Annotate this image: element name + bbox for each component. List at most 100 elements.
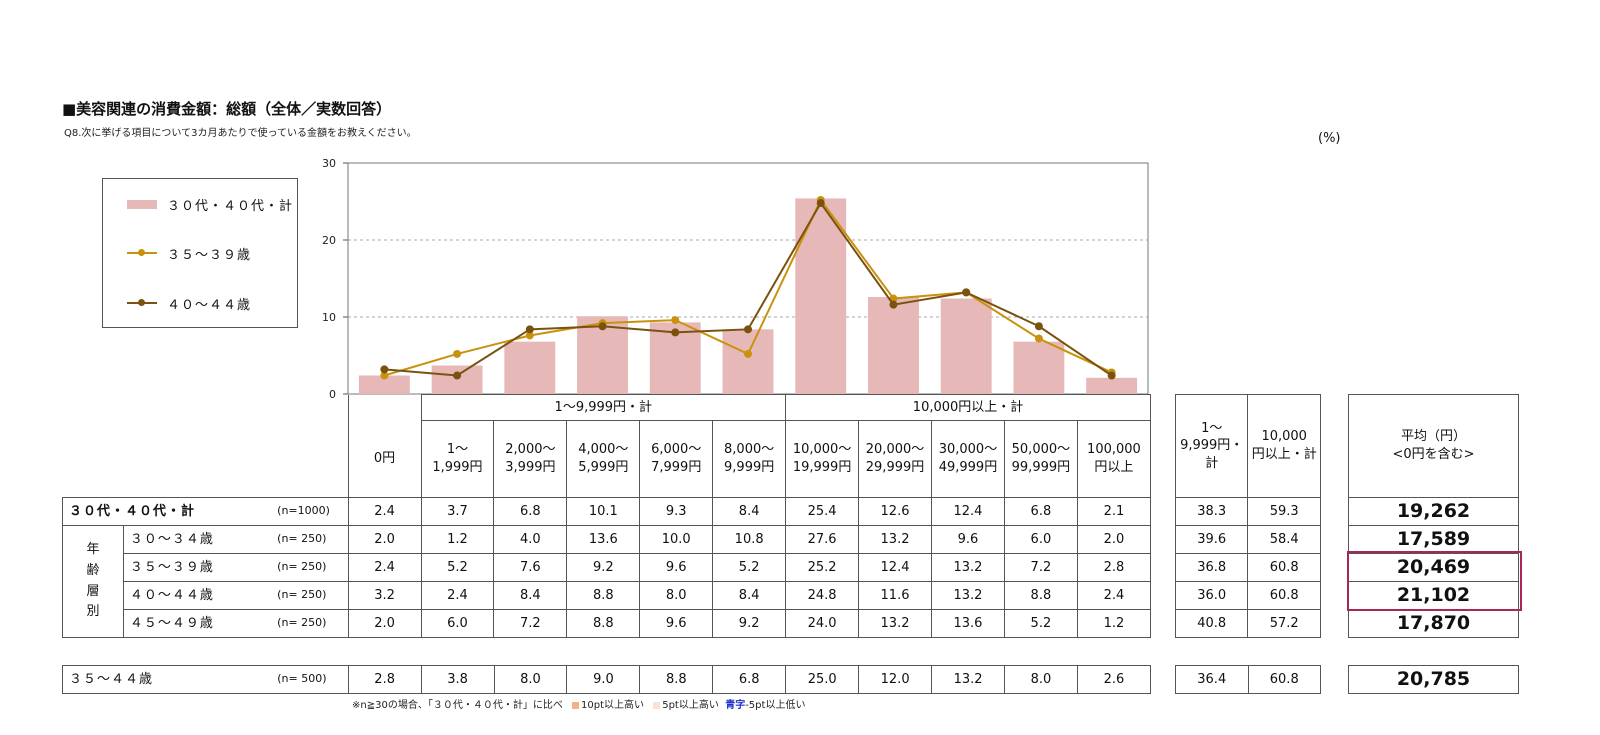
value-cell: 9.0 — [566, 665, 641, 694]
n-label: (n= 250) — [273, 525, 349, 554]
extra-subtotal-table: 36.4 60.8 — [1175, 665, 1321, 694]
age-group-label: 年齢層別 — [62, 525, 124, 638]
n-label: (n=1000) — [273, 497, 349, 526]
value-cell: 8.0 — [639, 581, 714, 610]
table-row: ４０～４４歳 (n= 250) 3.2 2.4 8.4 8.8 8.0 8.4 24.8 11.6… — [63, 581, 1152, 610]
group-header-under-10000: 1～9,999円・計 — [420, 394, 787, 421]
chart-lines — [380, 195, 1116, 380]
table-row: 19,262 — [1348, 497, 1519, 526]
series-point-1 — [1034, 334, 1043, 343]
y-axis-ticks: 30 20 10 0 — [322, 157, 336, 401]
legend-label-35-39: ３５～３９歳 — [167, 247, 252, 263]
value-cell: 6.8 — [493, 497, 568, 526]
average-cell: 17,870 — [1348, 609, 1519, 638]
subtotal-cell: 58.4 — [1247, 525, 1321, 554]
value-cell: 9.3 — [639, 497, 714, 526]
table-row: 0円 1～ 1,999円 2,000～ 3,999円 4,000～ 5,999円 6,000～… — [62, 420, 1152, 498]
value-cell: 13.2 — [858, 609, 932, 638]
value-cell: 6.0 — [1003, 525, 1078, 554]
series-point-2 — [744, 325, 752, 334]
bar-total — [358, 375, 410, 394]
subtotal-cell: 60.8 — [1247, 581, 1321, 610]
value-cell: 13.2 — [858, 525, 932, 554]
bar-total — [868, 296, 919, 394]
value-cell: 8.8 — [639, 665, 714, 694]
column-header: 1～ 1,999円 — [420, 420, 495, 498]
column-header: 6,000～ 7,999円 — [639, 420, 714, 498]
series-point-2 — [598, 322, 607, 331]
row-label: ３５～４４歳 — [62, 665, 274, 694]
column-header: 4,000～ 5,999円 — [566, 420, 641, 498]
value-cell: 3.8 — [420, 665, 495, 694]
value-cell: 8.8 — [566, 581, 641, 610]
table-row: ３５～４４歳 (n= 500) 2.8 3.8 8.0 9.0 8.8 6.8 25.0 12.0… — [62, 665, 1152, 694]
table-row: 17,870 — [1348, 609, 1519, 638]
n-label: (n= 250) — [273, 553, 349, 582]
value-cell: 9.2 — [566, 553, 641, 582]
value-cell: 2.8 — [347, 665, 422, 694]
table-row: ４５～４９歳 (n= 250) 2.0 6.0 7.2 8.8 9.6 9.2 24.0 13.2… — [63, 609, 1152, 638]
average-cell: 20,469 — [1348, 553, 1519, 582]
value-cell: 10.1 — [566, 497, 641, 526]
value-cell: 13.6 — [566, 525, 641, 554]
value-cell: 2.0 — [347, 525, 422, 554]
value-cell: 13.2 — [930, 553, 1005, 582]
subtotal-cell: 38.3 — [1174, 497, 1249, 526]
column-header: 8,000～ 9,999円 — [712, 420, 787, 498]
value-cell: 13.6 — [930, 609, 1005, 638]
value-cell: 12.0 — [858, 665, 933, 694]
legend-line-swatch-35-39 — [127, 248, 157, 258]
subtotal-cell: 60.8 — [1247, 553, 1321, 582]
value-cell: 25.4 — [785, 497, 860, 526]
legend-item-total: ３０代・４０代・計 — [127, 194, 293, 214]
value-cell: 7.2 — [1003, 553, 1078, 582]
chart-legend: ３０代・４０代・計 ３５～３９歳 ４０～４４歳 — [102, 178, 298, 328]
value-cell: 2.4 — [1076, 581, 1152, 610]
row-label: ４５～４９歳 — [122, 609, 274, 638]
value-cell: 8.0 — [1004, 665, 1078, 694]
value-cell: 9.6 — [639, 553, 714, 582]
value-cell: 2.1 — [1076, 497, 1152, 526]
extra-row-table: ３５～４４歳 (n= 500) 2.8 3.8 8.0 9.0 8.8 6.8 25.0 12.0… — [62, 665, 1152, 694]
value-cell: 8.8 — [1003, 581, 1078, 610]
bar-total — [431, 365, 483, 394]
value-cell: 24.8 — [785, 581, 860, 610]
legend-label-40-44: ４０～４４歳 — [167, 297, 252, 313]
column-header: 50,000～ 99,999円 — [1003, 420, 1078, 498]
value-cell: 2.8 — [1076, 553, 1152, 582]
value-cell: 11.6 — [858, 581, 932, 610]
bar-total — [722, 329, 774, 394]
table-row: 38.3 59.3 — [1174, 497, 1321, 526]
series-point-2 — [380, 365, 389, 374]
table-row: 平均（円） <0円を含む> — [1348, 394, 1519, 498]
average-cell: 17,589 — [1348, 525, 1519, 554]
value-cell: 2.0 — [1076, 525, 1152, 554]
legend-line-swatch-40-44 — [127, 298, 157, 308]
n-label: (n= 250) — [273, 581, 349, 610]
value-cell: 2.0 — [347, 609, 422, 638]
value-cell: 25.0 — [785, 665, 860, 694]
series-point-2 — [671, 328, 680, 337]
footnote: ※n≧30の場合、「３０代・４０代・計」に比べ 10pt以上高い 5pt以上高い… — [352, 696, 805, 711]
series-point-1 — [744, 349, 752, 358]
average-cell: 21,102 — [1348, 581, 1519, 610]
series-point-2 — [962, 288, 971, 297]
group-header-over-10000: 10,000円以上・計 — [785, 394, 1151, 421]
subtotal-cell: 40.8 — [1174, 609, 1249, 638]
table-row: 年齢層別 ３０～３４歳 (n= 250) 2.0 1.2 4.0 13.6 10.0 10.8 2… — [62, 525, 1152, 638]
value-cell: 8.4 — [712, 497, 787, 526]
legend-label-total: ３０代・４０代・計 — [167, 198, 294, 214]
n-label: (n= 250) — [273, 609, 349, 638]
pos5-swatch — [653, 701, 661, 709]
value-cell: 12.4 — [930, 497, 1005, 526]
blank-cell — [63, 395, 349, 421]
bar-total — [1013, 341, 1065, 394]
column-header: 30,000～ 49,999円 — [930, 420, 1005, 498]
value-cell: 2.4 — [347, 497, 422, 526]
table-row: 17,589 — [1348, 525, 1519, 554]
value-cell: 1.2 — [1076, 609, 1152, 638]
value-cell: 7.2 — [493, 609, 568, 638]
